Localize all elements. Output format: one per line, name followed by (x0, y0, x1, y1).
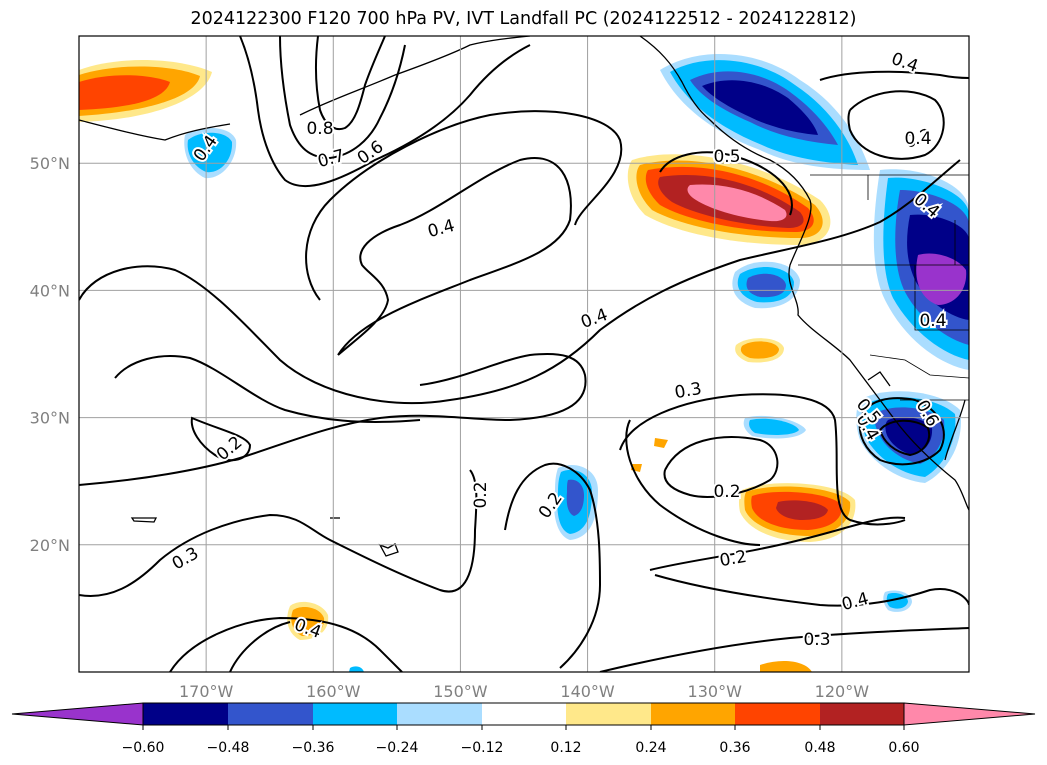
colorbar-tick-label: −0.36 (292, 740, 335, 756)
contour-label: 0.4 (904, 129, 931, 149)
colorbar: −0.60 −0.48 −0.36 −0.24 −0.12 0.12 0.24 0.36 0.4… (11, 702, 1036, 756)
contour-label: 0.2 (471, 481, 491, 508)
lon-tick-label: 150°W (433, 682, 488, 701)
colorbar-bin (397, 703, 482, 725)
colorbar-tick-label: 0.48 (804, 740, 835, 756)
lat-tick-label: 40°N (30, 281, 70, 300)
contour-label: 0.2 (713, 482, 740, 502)
colorbar-tick-label: 0.60 (888, 740, 919, 756)
contour-label: 0.3 (673, 379, 703, 403)
colorbar-tick-label: −0.48 (207, 740, 250, 756)
colorbar-bin (651, 703, 735, 725)
colorbar-bin (143, 703, 228, 725)
colorbar-bin (820, 703, 904, 725)
colorbar-tick-label: −0.12 (461, 740, 504, 756)
colorbar-bin (566, 703, 651, 725)
lon-tick-label: 120°W (815, 682, 870, 701)
colorbar-extend-min (11, 702, 144, 726)
colorbar-border (142, 702, 905, 726)
lon-tick-label: 170°W (179, 682, 234, 701)
lat-tick-labels: 20°N 30°N 40°N 50°N (30, 154, 70, 555)
colorbar-tick-label: −0.60 (122, 740, 165, 756)
lat-tick-label: 50°N (30, 154, 70, 173)
colorbar-tick-label: 0.36 (719, 740, 750, 756)
pv-contours (79, 36, 969, 672)
colorbar-tick-label: 0.12 (550, 740, 581, 756)
lon-tick-label: 140°W (560, 682, 615, 701)
chart-title: 2024122300 F120 700 hPa PV, IVT Landfall… (190, 9, 857, 29)
colorbar-tick-label: −0.24 (376, 740, 419, 756)
map-panel: 0.80.7 0.60.40.40.40.20.30.2 0.20.40.30.20… (79, 36, 969, 672)
colorbar-bin (482, 703, 566, 725)
colorbar-bin (313, 703, 397, 725)
lat-tick-label: 30°N (30, 409, 70, 428)
contour-label: 0.3 (803, 630, 830, 650)
contour-label: 0.4 (919, 311, 946, 331)
lon-tick-label: 160°W (306, 682, 361, 701)
lat-tick-label: 20°N (30, 536, 70, 555)
contour-label: 0.5 (713, 147, 740, 167)
colorbar-extend-max (903, 702, 1036, 726)
coastlines (79, 36, 969, 557)
colorbar-bin (228, 703, 313, 725)
lon-tick-label: 130°W (688, 682, 743, 701)
gridlines (79, 36, 969, 672)
colorbar-bin (735, 703, 820, 725)
colorbar-tick-label: 0.24 (635, 740, 666, 756)
map-border (78, 35, 970, 673)
contour-label: 0.8 (306, 119, 333, 139)
lon-tick-labels: 170°W 160°W 150°W 140°W 130°W 120°W (179, 682, 869, 701)
